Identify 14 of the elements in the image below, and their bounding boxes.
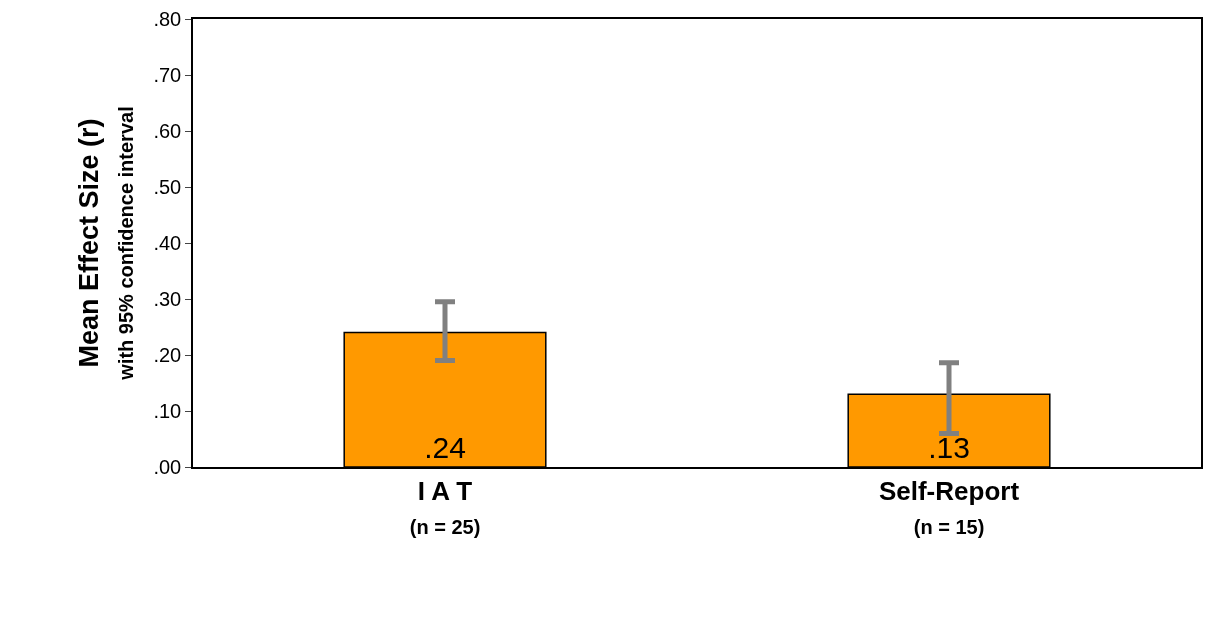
y-tick-label: .70 [153,64,182,86]
y-tick-label: .50 [153,176,182,198]
x-tick-label: Self-Report (n = 15) [878,475,1020,538]
y-tick-label: .00 [153,456,182,478]
y-tick-label: .10 [153,400,182,422]
data-label: .24 [424,431,466,464]
y-tick-label: .20 [153,344,182,366]
x-tick-label: I A T (n = 25) [409,475,481,538]
y-tick-label: .40 [153,232,182,254]
y-tick-label: .80 [153,8,182,30]
y-tick-label: .60 [153,120,182,142]
y-tick-label: .30 [153,288,182,310]
data-label: .13 [928,431,970,464]
y-axis-title: Mean Effect Size (r) with 95% confidence interval [73,106,137,381]
